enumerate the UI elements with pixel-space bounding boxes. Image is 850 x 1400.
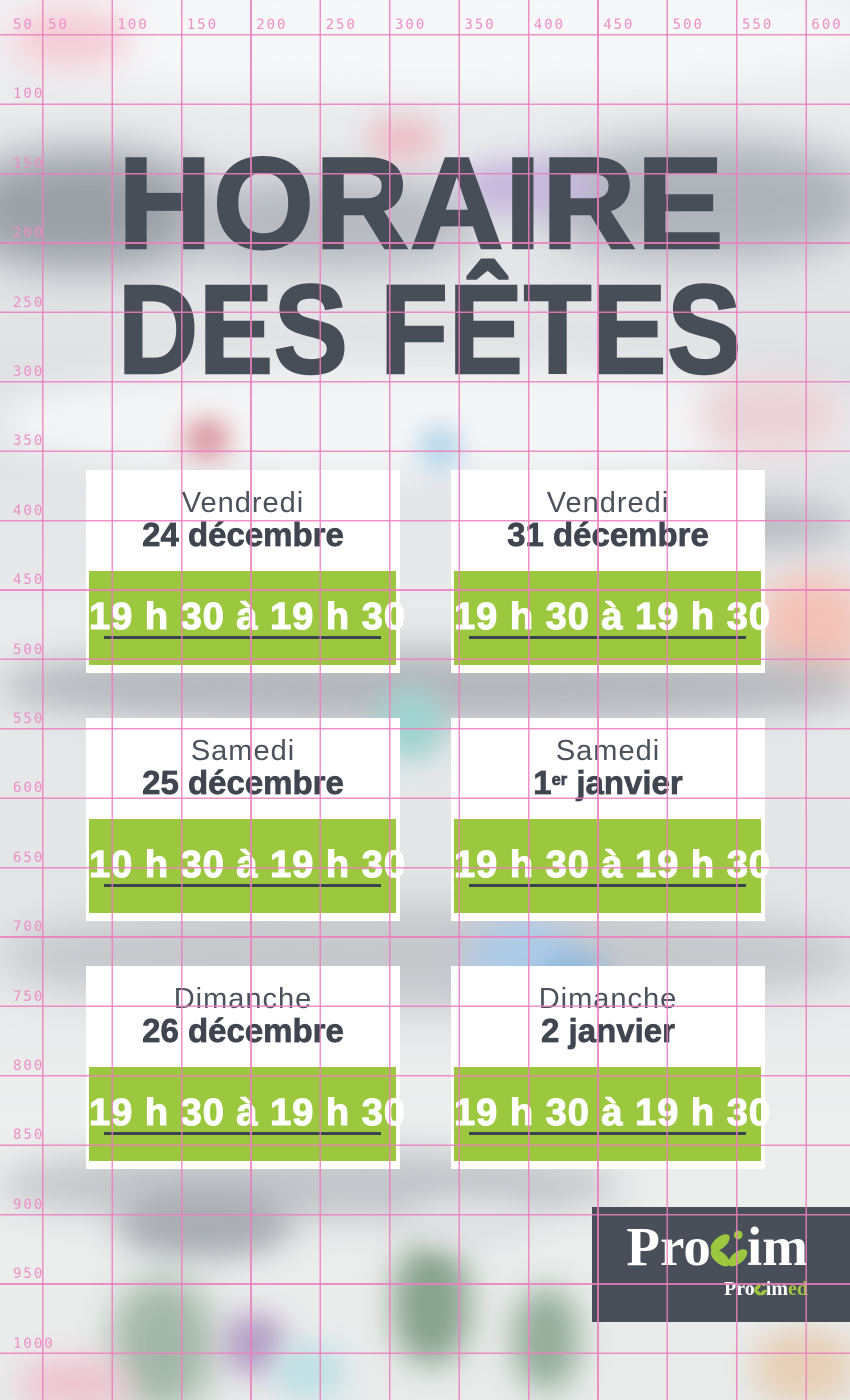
bg-blob xyxy=(408,1198,530,1245)
bg-blob xyxy=(418,426,462,472)
day-label: Dimanche xyxy=(538,983,678,1015)
bg-blob xyxy=(18,1358,130,1400)
proxim-flower-icon xyxy=(710,1230,748,1267)
schedule-card-vendredi-31-decembre: Vendredi 31 décembre 19 h 30 à 19 h 30 xyxy=(451,470,771,673)
hours-text: 19 h 30 à 19 h 30 xyxy=(88,596,406,638)
schedule-card-vendredi-24-decembre: Vendredi 24 décembre 19 h 30 à 19 h 30 xyxy=(86,470,406,673)
hours-underline xyxy=(469,884,746,887)
bg-blob xyxy=(184,418,230,460)
hours-text: 19 h 30 à 19 h 30 xyxy=(88,1092,406,1134)
hours-underline xyxy=(104,636,381,639)
hours-underline xyxy=(469,1132,746,1135)
hours-text: 10 h 30 à 19 h 30 xyxy=(88,844,406,886)
date-label: 1er janvier xyxy=(533,764,683,801)
date-label: 25 décembre xyxy=(142,764,344,801)
bg-blob xyxy=(393,1243,470,1365)
day-label: Samedi xyxy=(555,735,661,767)
poster-title-line2: DES FÊTES xyxy=(117,259,743,400)
date-label: 24 décembre xyxy=(142,516,344,553)
hours-bar: 19 h 30 à 19 h 30 xyxy=(88,1067,406,1161)
date-label: 2 janvier xyxy=(541,1012,676,1049)
day-label: Samedi xyxy=(190,735,296,767)
proxim-logo-box: Pro im Pro imed xyxy=(592,1207,850,1322)
schedule-card-dimanche-2-janvier: Dimanche 2 janvier 19 h 30 à 19 h 30 xyxy=(451,966,771,1169)
hours-text: 19 h 30 à 19 h 30 xyxy=(453,844,771,886)
hours-bar: 10 h 30 à 19 h 30 xyxy=(88,819,406,913)
bg-blob xyxy=(273,1343,345,1400)
hours-text: 19 h 30 à 19 h 30 xyxy=(453,1092,771,1134)
bg-blob xyxy=(513,1288,579,1390)
hours-text: 19 h 30 à 19 h 30 xyxy=(453,596,771,638)
date-label: 26 décembre xyxy=(142,1012,344,1049)
hours-underline xyxy=(104,1132,381,1135)
schedule-card-samedi-1er-janvier: Samedi 1er janvier 19 h 30 à 19 h 30 xyxy=(451,718,771,921)
bg-blob xyxy=(753,1328,850,1400)
hours-underline xyxy=(104,884,381,887)
day-label: Vendredi xyxy=(546,487,670,519)
hours-bar: 19 h 30 à 19 h 30 xyxy=(453,1067,771,1161)
hours-bar: 19 h 30 à 19 h 30 xyxy=(453,571,771,665)
poster-title-line1: HORAIRE xyxy=(117,130,725,276)
bg-blob xyxy=(118,1188,290,1258)
proxim-logo: Pro im xyxy=(626,1216,808,1277)
hours-bar: 19 h 30 à 19 h 30 xyxy=(453,819,771,913)
date-label: 31 décembre xyxy=(507,516,709,553)
hours-underline xyxy=(469,636,746,639)
day-label: Dimanche xyxy=(173,983,313,1015)
hours-bar: 19 h 30 à 19 h 30 xyxy=(88,571,406,665)
bg-blob xyxy=(10,8,130,68)
proximed-logo: Pro imed xyxy=(724,1278,808,1300)
day-label: Vendredi xyxy=(181,487,305,519)
schedule-card-samedi-25-decembre: Samedi 25 décembre 10 h 30 à 19 h 30 xyxy=(86,718,406,921)
schedule-cards: Vendredi 24 décembre 19 h 30 à 19 h 30 V… xyxy=(86,470,771,1169)
schedule-card-dimanche-26-decembre: Dimanche 26 décembre 19 h 30 à 19 h 30 xyxy=(86,966,406,1169)
